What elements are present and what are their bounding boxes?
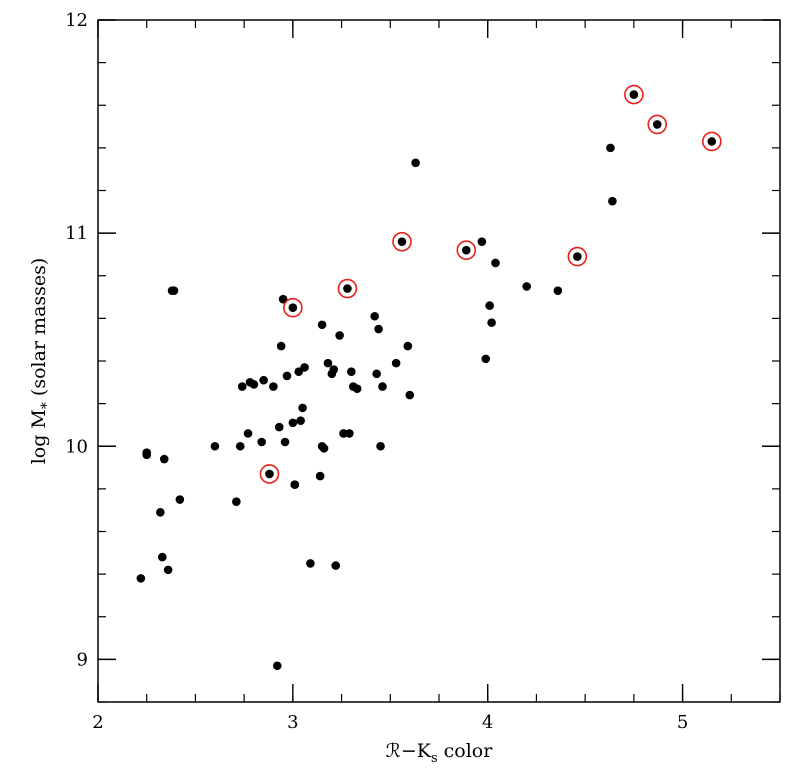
data-point (652, 120, 662, 129)
x-axis-label: ℛ−K (386, 740, 432, 762)
data-point (158, 552, 167, 562)
highlight-ring (337, 278, 358, 299)
data-point (319, 444, 329, 453)
data-point (232, 497, 241, 506)
data-point (163, 565, 173, 575)
y-axis-title: log M* (solar masses) (28, 258, 55, 465)
data-point (276, 341, 286, 351)
data-point (372, 369, 381, 379)
x-tick-label: 5 (677, 712, 688, 733)
x-tick-label: 3 (287, 712, 298, 733)
data-point (257, 437, 266, 447)
y-tick-label: 9 (77, 649, 88, 670)
data-point (323, 358, 333, 368)
data-point (249, 380, 259, 389)
data-point (269, 382, 278, 391)
data-point (156, 508, 165, 517)
data-point (411, 158, 420, 168)
axis-ticks (97, 19, 781, 703)
data-point (288, 303, 298, 313)
data-point (485, 301, 494, 310)
data-point (378, 382, 387, 391)
highlight-ring (647, 114, 668, 135)
data-point (265, 469, 274, 479)
data-point (553, 286, 563, 295)
data-point (331, 561, 341, 570)
data-point (169, 286, 179, 295)
highlight-ring (567, 246, 588, 267)
data-point (391, 358, 401, 368)
data-point (272, 661, 282, 671)
data-point (315, 471, 325, 481)
data-point (477, 237, 487, 246)
data-point (243, 429, 253, 438)
data-point (374, 324, 383, 334)
y-tick-label: 12 (65, 10, 88, 31)
data-point (405, 390, 415, 400)
data-point (370, 311, 379, 321)
data-point (376, 441, 385, 451)
data-point (522, 282, 531, 291)
data-point (300, 363, 309, 372)
data-points (136, 84, 722, 671)
highlight-ring (283, 297, 303, 318)
y-tick-label: 10 (65, 436, 88, 457)
data-point (487, 318, 496, 327)
y-tick-label: 11 (65, 223, 88, 244)
data-point (629, 90, 639, 99)
data-point (259, 375, 268, 385)
data-point (298, 403, 307, 413)
data-point (329, 365, 339, 374)
plot-frame (97, 19, 781, 703)
data-point (274, 422, 284, 432)
data-point (608, 196, 617, 206)
data-point (159, 454, 169, 464)
x-tick-label: 4 (482, 712, 493, 733)
data-point (290, 480, 300, 489)
y-axis-label-subscript: * (39, 402, 55, 409)
data-point (280, 437, 290, 447)
x-axis-title: ℛ−Ks color (386, 740, 494, 766)
data-point (278, 294, 288, 304)
data-point (235, 441, 245, 451)
x-tick-label: 2 (92, 712, 103, 733)
data-point (306, 559, 315, 568)
highlight-ring (392, 231, 412, 252)
data-point (343, 284, 352, 293)
data-point (175, 495, 185, 504)
data-point (142, 450, 152, 460)
data-point (491, 258, 500, 268)
highlight-ring (456, 240, 477, 260)
highlight-ring (624, 84, 644, 105)
data-point (282, 371, 292, 381)
data-point (606, 143, 615, 153)
data-point (707, 137, 717, 146)
data-point (296, 416, 305, 425)
data-point (573, 252, 582, 261)
tick-labels: 2 3 4 5 9 10 11 12 (65, 10, 688, 733)
data-point (403, 341, 413, 351)
data-point (210, 441, 220, 451)
data-point (335, 331, 344, 340)
data-point (288, 418, 298, 428)
data-point (481, 354, 491, 364)
data-point (397, 237, 407, 246)
data-point (317, 320, 327, 330)
y-axis-label: log M (28, 409, 50, 464)
data-point (352, 384, 362, 394)
highlight-ring (701, 131, 722, 152)
data-point (461, 245, 471, 255)
x-axis-label-subscript: s (431, 751, 438, 766)
data-point (237, 382, 247, 391)
highlight-ring (259, 464, 280, 484)
data-point (345, 429, 354, 438)
data-point (136, 574, 146, 583)
data-point (347, 367, 356, 376)
y-axis-label-suffix: (solar masses) (28, 258, 50, 402)
x-axis-label-suffix: color (438, 740, 494, 762)
